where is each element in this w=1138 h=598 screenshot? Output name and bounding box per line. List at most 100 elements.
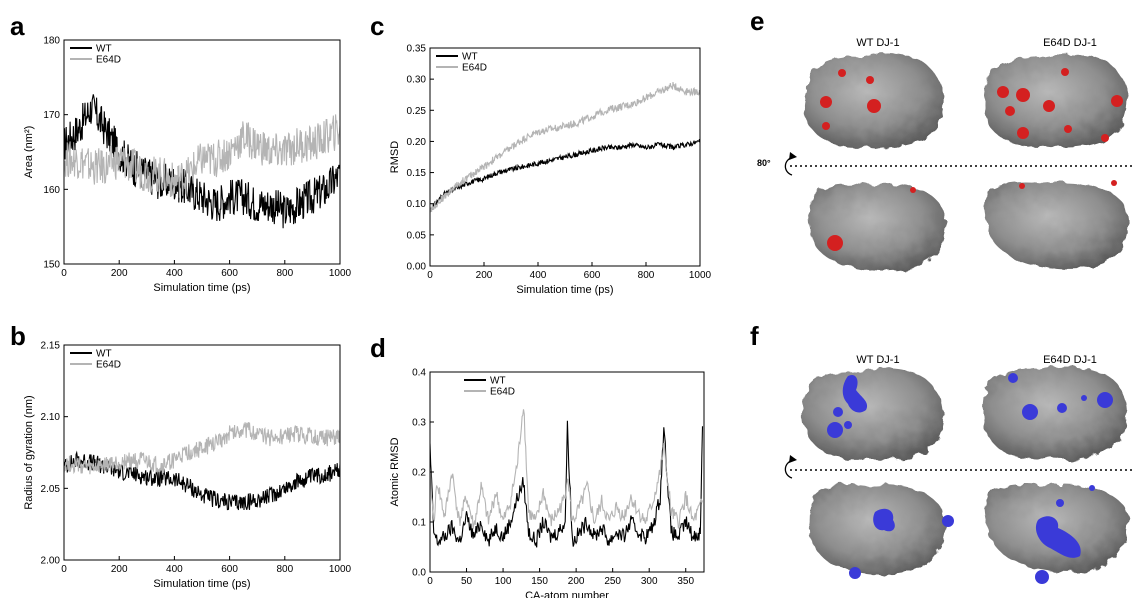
x-tick-label: 600 <box>221 564 238 575</box>
legend-label-wt: WT <box>96 349 112 360</box>
e-e64d-top-red-patch <box>1005 106 1015 116</box>
series-line-e64d <box>64 422 340 475</box>
panel-letter-c: c <box>370 11 384 41</box>
y-tick-label: 150 <box>43 260 60 271</box>
e-wt-bottom-protein <box>809 183 946 272</box>
e-e64d-top-red-patch <box>1043 100 1055 112</box>
legend-label-e64d: E64D <box>490 387 515 398</box>
x-tick-label: 800 <box>638 270 655 281</box>
x-tick-label: 400 <box>166 268 183 279</box>
panel-letter-f: f <box>750 321 759 351</box>
y-axis-label: Area (nm²) <box>23 126 35 179</box>
y-tick-label: 0.2 <box>412 468 426 479</box>
x-tick-label: 0 <box>61 268 67 279</box>
f-wt-bottom-blue-patch <box>849 567 861 579</box>
x-axis-label: Simulation time (ps) <box>516 284 613 296</box>
chart-rmsd: 0 200 400 600 800 1000 0.00 0.05 0.10 0.15 0.20 0.2… <box>389 44 712 297</box>
y-tick-label: 0.05 <box>407 230 427 241</box>
f-e64d-bottom-blue-patch <box>1035 570 1049 584</box>
y-tick-label: 0.4 <box>412 368 426 379</box>
y-tick-label: 0.15 <box>407 168 427 179</box>
f-wt-top-blue-patch <box>827 422 843 438</box>
series-line-wt <box>64 94 340 229</box>
panel-letter-d: d <box>370 333 386 363</box>
x-axis-label: Simulation time (ps) <box>153 578 250 590</box>
f-wt-top-blue-patch <box>844 421 852 429</box>
e-e64d-bottom-protein <box>984 180 1129 269</box>
x-tick-label: 1000 <box>689 270 712 281</box>
y-tick-label: 160 <box>43 185 60 196</box>
x-tick-label: 0 <box>427 576 433 587</box>
legend-label-wt: WT <box>96 44 112 55</box>
x-tick-label: 600 <box>584 270 601 281</box>
f-e64d-title: E64D DJ-1 <box>1043 354 1097 366</box>
e-wt-bottom-red-patch <box>827 235 843 251</box>
f-wt-top-protein <box>802 367 944 460</box>
series-line-e64d <box>430 82 700 213</box>
e-e64d-top-red-patch <box>1064 125 1072 133</box>
series-line-wt <box>430 420 704 548</box>
chart-atomic-rmsd: 0 50 100 150 200 250 300 350 0.0 0.1 0.2 0.3 0.4 CA-a… <box>389 368 705 598</box>
f-e64d-bottom-blue-patch <box>1089 485 1095 491</box>
panel-letter-b: b <box>10 321 26 351</box>
f-e64d-bottom-protein <box>984 484 1129 584</box>
f-wt-bottom-blue-patch <box>942 515 954 527</box>
panel-e-structures: WT DJ-1 E64D DJ-1 80° <box>757 37 1135 272</box>
y-tick-label: 0.35 <box>407 44 427 55</box>
x-tick-label: 200 <box>476 270 493 281</box>
panel-f-structures: WT DJ-1 E64D DJ-1 <box>784 354 1135 584</box>
legend-label-e64d: E64D <box>96 360 121 371</box>
plot-frame <box>63 39 341 265</box>
e-e64d-top-red-patch <box>997 86 1009 98</box>
e-e64d-top-red-patch <box>1061 68 1069 76</box>
e-wt-title: WT DJ-1 <box>856 37 899 49</box>
y-tick-label: 2.10 <box>41 412 61 423</box>
chart-radius-of-gyration: 0 200 400 600 800 1000 2.00 2.05 2.10 2.15 Simulat… <box>23 341 352 591</box>
y-tick-label: 2.00 <box>41 556 61 567</box>
f-e64d-bottom-blue-patch <box>1056 499 1064 507</box>
y-tick-label: 170 <box>43 110 60 121</box>
e-wt-top-red-patch <box>838 69 846 77</box>
x-tick-label: 1000 <box>329 268 352 279</box>
y-tick-label: 0.30 <box>407 75 427 86</box>
f-wt-top-blue-patch <box>842 374 868 413</box>
e-wt-top-red-patch <box>820 96 832 108</box>
legend-label-e64d: E64D <box>96 55 121 66</box>
y-tick-label: 0.20 <box>407 137 427 148</box>
plot-frame <box>63 344 341 561</box>
panel-letter-a: a <box>10 11 25 41</box>
x-tick-label: 50 <box>461 576 473 587</box>
x-axis-label: Simulation time (ps) <box>153 282 250 294</box>
chart-area: 0 200 400 600 800 1000 150 160 170 180 Simulation … <box>23 36 352 295</box>
legend-label-e64d: E64D <box>462 63 487 74</box>
f-e64d-top-blue-patch <box>1097 392 1113 408</box>
y-tick-label: 0.0 <box>412 568 426 579</box>
x-tick-label: 0 <box>427 270 433 281</box>
e-wt-top-red-patch <box>866 76 874 84</box>
legend-label-wt: WT <box>490 376 506 387</box>
f-e64d-top-blue-patch <box>1057 403 1067 413</box>
e-e64d-bottom-red-patch <box>1019 183 1025 189</box>
legend-label-wt: WT <box>462 52 478 63</box>
x-tick-label: 600 <box>221 268 238 279</box>
y-axis-label: Radius of gyration (nm) <box>23 395 35 509</box>
e-e64d-bottom-red-patch <box>1111 180 1117 186</box>
plot-frame <box>429 371 705 573</box>
f-wt-top-blue-patch <box>833 407 843 417</box>
plot-frame <box>429 47 701 267</box>
rotation-label-e: 80° <box>757 158 771 168</box>
x-tick-label: 100 <box>495 576 512 587</box>
x-axis-label: CA-atom number <box>525 590 609 598</box>
x-tick-label: 800 <box>276 268 293 279</box>
y-tick-label: 0.00 <box>407 262 427 273</box>
y-tick-label: 0.25 <box>407 106 427 117</box>
e-e64d-title: E64D DJ-1 <box>1043 37 1097 49</box>
e-wt-top-red-patch <box>822 122 830 130</box>
f-wt-title: WT DJ-1 <box>856 354 899 366</box>
x-tick-label: 200 <box>111 564 128 575</box>
rotate-arrow-f-icon <box>784 455 797 479</box>
e-wt-top-protein <box>802 53 944 148</box>
f-e64d-bottom-blue-patch <box>1035 516 1081 558</box>
e-wt-top-red-patch <box>867 99 881 113</box>
